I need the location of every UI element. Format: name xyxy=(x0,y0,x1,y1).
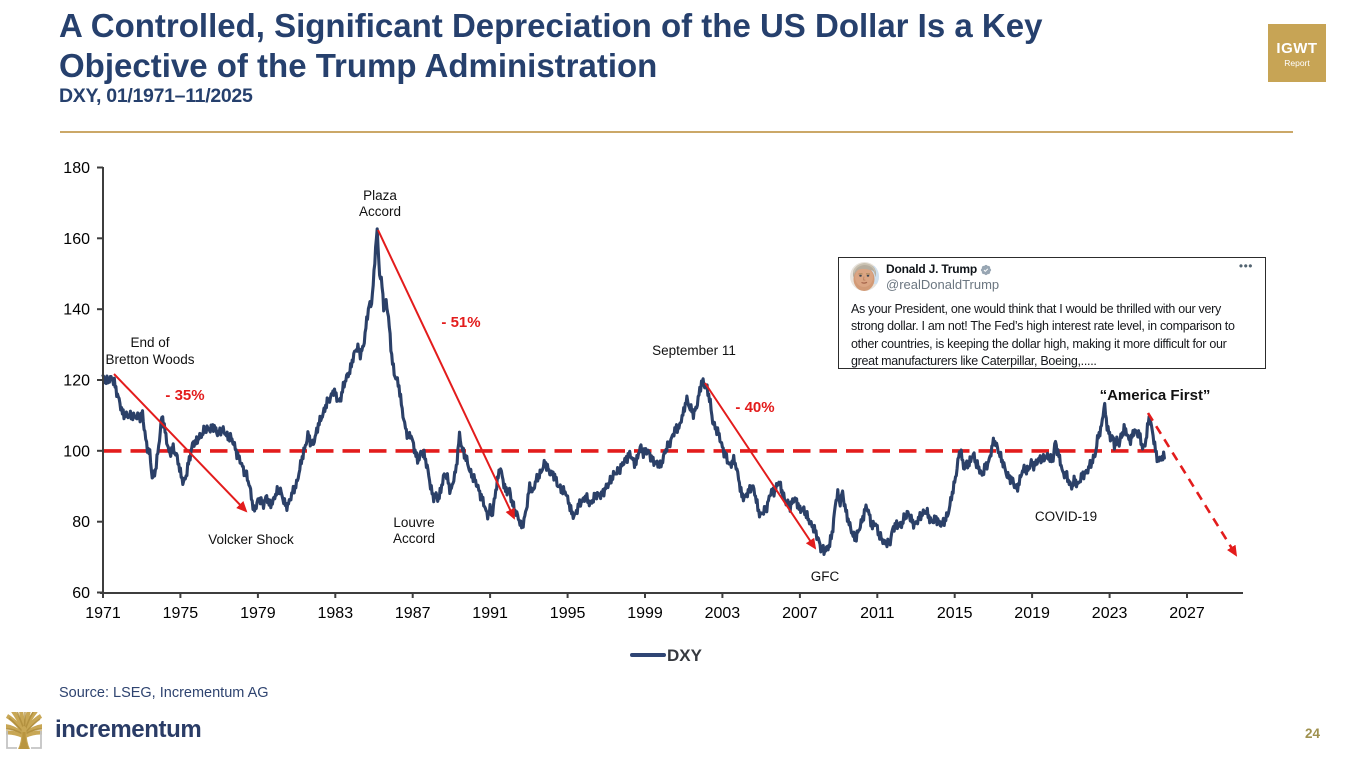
svg-text:1983: 1983 xyxy=(318,605,354,622)
svg-text:Bretton Woods: Bretton Woods xyxy=(105,352,194,367)
svg-text:Volcker Shock: Volcker Shock xyxy=(208,532,294,547)
svg-text:- 51%: - 51% xyxy=(441,314,480,331)
svg-text:2011: 2011 xyxy=(860,605,895,622)
svg-text:2027: 2027 xyxy=(1169,605,1205,622)
svg-text:- 40%: - 40% xyxy=(735,399,774,416)
svg-text:Plaza: Plaza xyxy=(363,188,397,203)
svg-text:2019: 2019 xyxy=(1014,605,1050,622)
svg-text:September 11: September 11 xyxy=(652,343,736,358)
svg-text:1987: 1987 xyxy=(395,605,431,622)
svg-text:Accord: Accord xyxy=(393,531,435,546)
svg-text:60: 60 xyxy=(72,585,90,602)
svg-text:GFC: GFC xyxy=(811,569,840,584)
svg-text:1979: 1979 xyxy=(240,605,276,622)
svg-text:180: 180 xyxy=(63,160,90,177)
svg-text:1995: 1995 xyxy=(550,605,586,622)
svg-text:Louvre: Louvre xyxy=(393,515,434,530)
svg-text:1991: 1991 xyxy=(472,605,508,622)
svg-text:Accord: Accord xyxy=(359,204,401,219)
svg-text:2003: 2003 xyxy=(705,605,741,622)
svg-text:DXY: DXY xyxy=(667,646,703,665)
svg-text:“America First”: “America First” xyxy=(1100,387,1211,404)
svg-text:- 35%: - 35% xyxy=(165,387,204,404)
svg-text:2023: 2023 xyxy=(1092,605,1128,622)
svg-text:End of: End of xyxy=(130,335,169,350)
svg-text:1971: 1971 xyxy=(85,605,121,622)
svg-text:2015: 2015 xyxy=(937,605,973,622)
svg-text:1975: 1975 xyxy=(163,605,199,622)
svg-text:100: 100 xyxy=(63,443,90,460)
svg-text:160: 160 xyxy=(63,231,90,248)
svg-text:120: 120 xyxy=(63,373,90,390)
svg-text:140: 140 xyxy=(63,302,90,319)
svg-text:COVID-19: COVID-19 xyxy=(1035,509,1097,524)
svg-text:80: 80 xyxy=(72,514,90,531)
svg-text:2007: 2007 xyxy=(782,605,818,622)
svg-text:1999: 1999 xyxy=(627,605,663,622)
